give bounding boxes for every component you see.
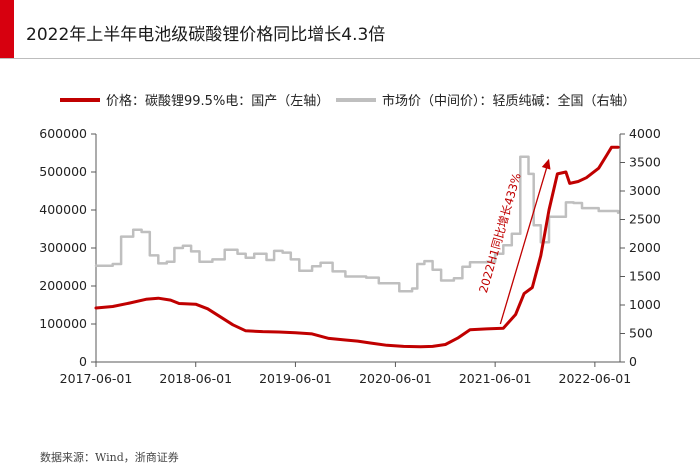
title-divider: [0, 58, 700, 59]
annotation-arrow-line: [499, 166, 548, 325]
y-right-tick-label: 500: [629, 326, 653, 341]
y-left-tick-label: 100000: [39, 316, 87, 331]
y-right-tick-label: 3500: [629, 155, 661, 170]
y-right-tick-label: 3000: [629, 183, 661, 198]
data-source-note: 数据来源：Wind，浙商证券: [40, 451, 179, 464]
page-title: 2022年上半年电池级碳酸锂价格同比增长4.3倍: [26, 25, 386, 45]
y-left-tick-label: 300000: [39, 240, 87, 255]
y-left-tick-label: 500000: [39, 164, 87, 179]
legend-swatch-soda-ash: [336, 97, 376, 102]
x-tick-label: 2020-06-01: [359, 371, 432, 386]
y-right-tick-label: 4000: [629, 126, 661, 141]
x-tick-label: 2019-06-01: [259, 371, 332, 386]
title-bar: 2022年上半年电池级碳酸锂价格同比增长4.3倍: [0, 0, 700, 58]
x-tick-label: 2021-06-01: [459, 371, 532, 386]
series-line-soda-ash: [94, 155, 620, 293]
x-tick-label: 2018-06-01: [159, 371, 232, 386]
y-right-tick-label: 1000: [629, 297, 661, 312]
x-tick-label: 2022-06-01: [559, 371, 632, 386]
legend-item-soda-ash: 市场价（中间价）：轻质纯碱：全国（右轴）: [336, 90, 636, 109]
y-left-tick-label: 200000: [39, 278, 87, 293]
title-accent-bar: [0, 0, 14, 58]
legend-label-soda-ash: 市场价（中间价）：轻质纯碱：全国（右轴）: [382, 94, 636, 109]
y-left-tick-label: 600000: [39, 126, 87, 141]
y-right-tick-label: 2500: [629, 212, 661, 227]
y-left-tick-label: 0: [79, 354, 87, 369]
y-left-tick-label: 400000: [39, 202, 87, 217]
y-right-tick-label: 1500: [629, 269, 661, 284]
series-line-lithium-carbonate: [94, 145, 620, 349]
legend-item-lithium: 价格：碳酸锂99.5%电：国产（左轴）: [60, 90, 329, 109]
legend-label-lithium: 价格：碳酸锂99.5%电：国产（左轴）: [106, 94, 330, 109]
annotation-arrow-head: [541, 158, 551, 170]
y-right-tick-label: 2000: [629, 240, 661, 255]
y-right-tick-label: 0: [629, 354, 637, 369]
legend-swatch-lithium: [60, 97, 100, 102]
x-tick-label: 2017-06-01: [60, 371, 133, 386]
